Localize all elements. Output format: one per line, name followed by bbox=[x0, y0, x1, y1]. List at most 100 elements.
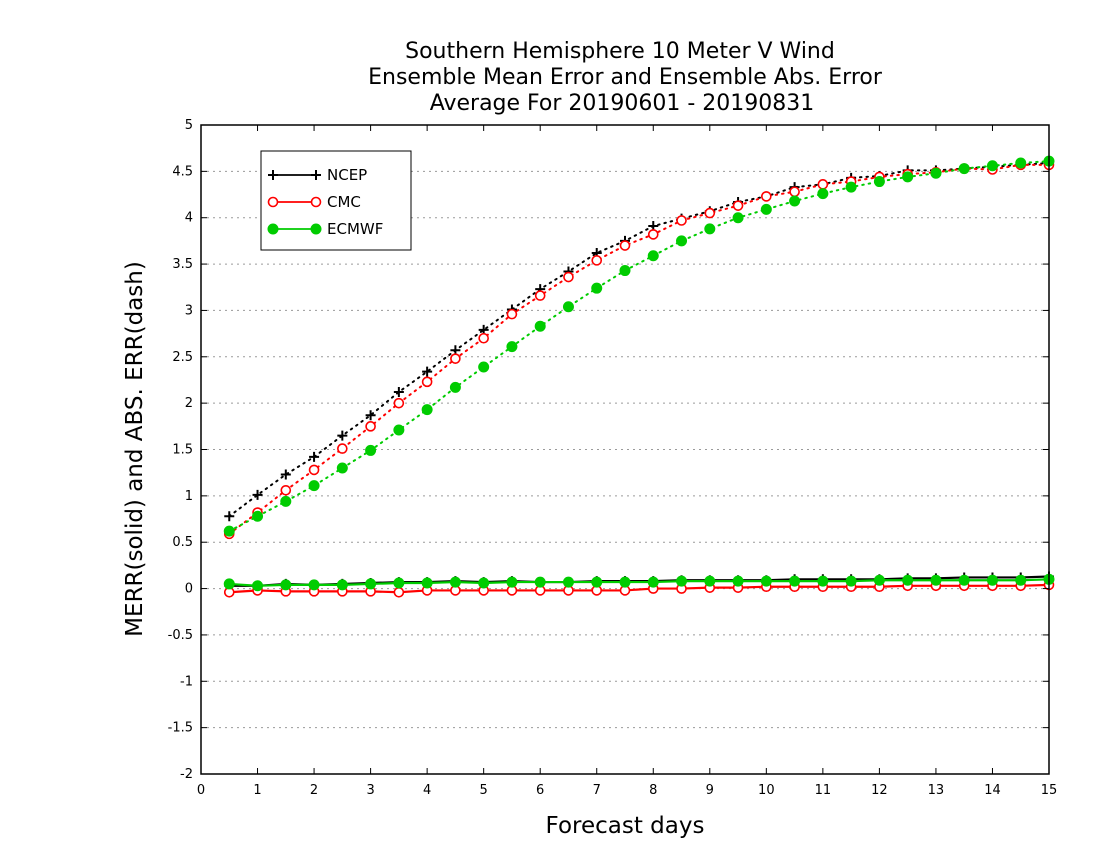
ecmwf-mean-error-point bbox=[619, 576, 631, 588]
x-axis-label: Forecast days bbox=[546, 813, 705, 839]
x-tick-label: 5 bbox=[480, 783, 488, 798]
y-tick-label: 0 bbox=[185, 582, 193, 597]
legend-cmc-marker bbox=[267, 196, 279, 208]
y-tick-label: 2.5 bbox=[172, 350, 193, 365]
ecmwf-abs-error-point bbox=[930, 167, 942, 179]
grid bbox=[201, 170, 1049, 729]
ecmwf-abs-error-point bbox=[506, 341, 518, 353]
cmc-abs-error-point bbox=[308, 464, 320, 476]
cmc-abs-error-point bbox=[817, 179, 829, 190]
y-tick-label: 1.5 bbox=[172, 443, 193, 458]
ecmwf-mean-error-point bbox=[817, 575, 829, 587]
x-tick-label: 11 bbox=[815, 783, 832, 798]
y-tick-label: 4 bbox=[185, 211, 193, 226]
cmc-abs-error-point bbox=[365, 421, 376, 432]
cmc-abs-error-point bbox=[591, 255, 603, 266]
ecmwf-abs-error-point bbox=[902, 171, 914, 183]
y-tick-label: 2 bbox=[185, 396, 193, 411]
ecmwf-mean-error-point bbox=[902, 574, 914, 586]
ecmwf-abs-error-point bbox=[845, 181, 857, 193]
ecmwf-abs-error-point bbox=[873, 176, 885, 188]
x-tick-label: 13 bbox=[928, 783, 945, 798]
y-axis-label: MERR(solid) and ABS. ERR(dash) bbox=[122, 261, 148, 637]
ecmwf-abs-error-point bbox=[817, 188, 829, 200]
x-tick-label: 8 bbox=[649, 783, 657, 798]
ncep-abs-error-point bbox=[337, 430, 348, 441]
ecmwf-mean-error-point bbox=[252, 580, 264, 592]
ecmwf-mean-error-point bbox=[986, 574, 998, 586]
chart-title-line-2: Ensemble Mean Error and Ensemble Abs. Er… bbox=[368, 65, 883, 90]
ecmwf-abs-error-point bbox=[958, 163, 970, 175]
ecmwf-mean-error-point bbox=[958, 574, 970, 586]
ecmwf-abs-error-point bbox=[704, 223, 716, 235]
ecmwf-abs-error-point bbox=[986, 160, 998, 172]
chart-title-line-1: Southern Hemisphere 10 Meter V Wind bbox=[405, 39, 835, 64]
ecmwf-abs-error-point bbox=[619, 265, 631, 277]
ecmwf-mean-error-point bbox=[1015, 574, 1027, 586]
legend-ecmwf-marker bbox=[310, 223, 322, 235]
x-tick-label: 12 bbox=[871, 783, 888, 798]
ncep-abs-error-point bbox=[365, 410, 376, 421]
legend-ncep-marker bbox=[311, 170, 321, 180]
x-tick-label: 2 bbox=[310, 783, 318, 798]
ecmwf-abs-error-point bbox=[789, 195, 801, 207]
ecmwf-mean-error-point bbox=[704, 575, 716, 587]
y-tick-label: -0.5 bbox=[168, 628, 193, 643]
ecmwf-mean-error-point bbox=[478, 577, 490, 589]
y-tick-label: 1 bbox=[185, 489, 193, 504]
ecmwf-mean-error-point bbox=[421, 577, 433, 589]
ecmwf-mean-error-point bbox=[930, 574, 942, 586]
legend-cmc-marker bbox=[310, 196, 322, 208]
ecmwf-mean-error-point bbox=[223, 578, 235, 590]
cmc-abs-error-point bbox=[534, 290, 546, 301]
chart-title-line-3: Average For 20190601 - 20190831 bbox=[430, 91, 815, 116]
cmc-abs-error-point bbox=[761, 191, 772, 202]
x-tick-label: 4 bbox=[423, 783, 431, 798]
ecmwf-abs-error-point bbox=[591, 282, 603, 294]
ecmwf-mean-error-point bbox=[336, 579, 348, 591]
ecmwf-abs-error-point bbox=[280, 495, 292, 507]
ecmwf-mean-error-point bbox=[393, 577, 405, 589]
x-tick-label: 6 bbox=[536, 783, 544, 798]
ncep-abs-error-point bbox=[393, 387, 404, 398]
x-tick-label: 3 bbox=[366, 783, 374, 798]
ecmwf-abs-error-point bbox=[252, 510, 264, 522]
ecmwf-mean-error-point bbox=[676, 575, 688, 587]
ecmwf-abs-error-point bbox=[760, 203, 772, 215]
ecmwf-abs-error-point bbox=[449, 381, 461, 393]
series-layer bbox=[223, 155, 1055, 598]
y-tick-label: -1.5 bbox=[168, 721, 193, 736]
y-tick-label: -1 bbox=[180, 674, 193, 689]
ecmwf-abs-error-point bbox=[336, 462, 348, 474]
legend-ecmwf-marker bbox=[267, 223, 279, 235]
y-tick-label: 0.5 bbox=[172, 535, 193, 550]
ecmwf-abs-error-point bbox=[676, 235, 688, 247]
cmc-abs-error-point bbox=[789, 186, 800, 198]
y-tick-label: 5 bbox=[185, 118, 193, 133]
ecmwf-mean-error-point bbox=[280, 579, 292, 591]
ecmwf-mean-error-point bbox=[562, 576, 574, 588]
cmc-abs-error-point bbox=[647, 229, 659, 240]
cmc-mean-error-point bbox=[393, 586, 405, 598]
ecmwf-abs-error-point bbox=[732, 212, 744, 224]
ecmwf-abs-error-point bbox=[647, 250, 659, 262]
x-tick-label: 0 bbox=[197, 783, 205, 798]
ecmwf-abs-error-point bbox=[365, 444, 377, 456]
ecmwf-mean-error-point bbox=[760, 575, 772, 587]
ncep-abs-error-point bbox=[224, 511, 235, 522]
ecmwf-mean-error-point bbox=[647, 576, 659, 588]
ecmwf-mean-error-point bbox=[534, 576, 546, 588]
legend-box bbox=[260, 150, 412, 251]
x-tick-label: 9 bbox=[706, 783, 714, 798]
ecmwf-mean-error-point bbox=[789, 575, 801, 587]
ecmwf-abs-error-point bbox=[562, 301, 574, 313]
y-tick-label: 3.5 bbox=[172, 257, 193, 272]
legend: NCEP CMC ECMWF bbox=[260, 150, 412, 251]
y-tick-label: 3 bbox=[185, 303, 193, 318]
ecmwf-mean-error-point bbox=[591, 576, 603, 588]
ecmwf-mean-error-point bbox=[732, 575, 744, 587]
axis-ticks: -2-1.5-1-0.500.511.522.533.544.550 1 2 3 4 5 6… bbox=[168, 118, 1058, 798]
cmc-abs-error-point bbox=[619, 240, 631, 251]
x-tick-label: 10 bbox=[758, 783, 775, 798]
ecmwf-mean-error-point bbox=[845, 575, 857, 587]
